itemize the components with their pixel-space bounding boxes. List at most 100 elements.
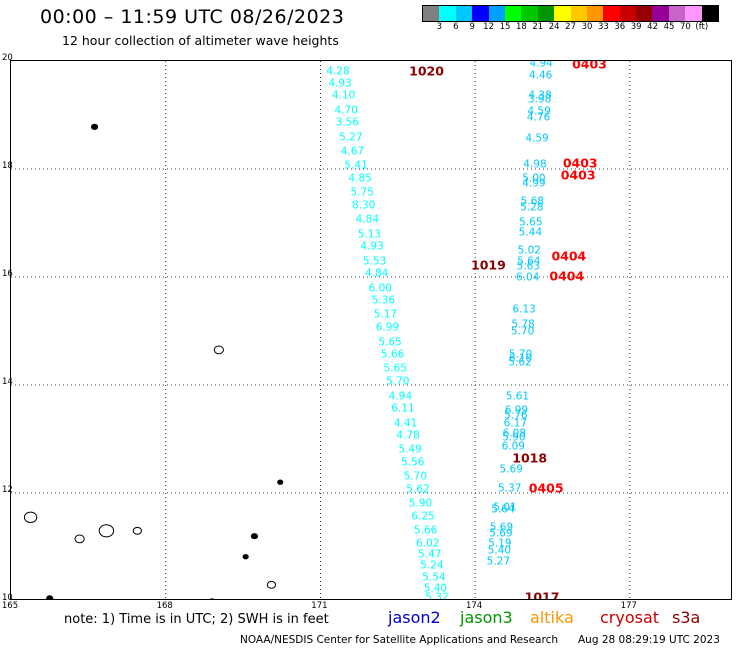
swh-value: 6.10	[508, 352, 533, 365]
swh-value: 5.13	[357, 228, 382, 241]
latitude-label: 10	[2, 593, 13, 603]
swh-value: 5.70	[510, 325, 535, 338]
island-outline	[23, 511, 38, 523]
swh-value: 5.00	[522, 172, 546, 185]
pass-time-label: 0405	[528, 480, 564, 496]
swh-value: 3.98	[527, 93, 552, 106]
colorbar-label: 24	[548, 22, 560, 32]
colorbar-label: 21	[532, 22, 544, 32]
swh-value: 3.56	[335, 116, 359, 129]
swh-value: 4.84	[364, 267, 389, 280]
colorbar-label: 42	[647, 22, 658, 32]
colorbar-label: 12	[483, 22, 494, 32]
swh-value: 5.32	[425, 591, 449, 600]
swh-value: 5.70	[508, 348, 533, 361]
colorbar-swatch	[636, 6, 653, 21]
swh-value: 5.37	[497, 482, 522, 495]
island-outline	[210, 598, 215, 599]
colorbar-swatch	[455, 6, 473, 21]
swh-value: 5.53	[362, 255, 387, 268]
island-outline	[213, 345, 224, 355]
colorbar-label: 36	[614, 22, 626, 32]
colorbar-swatch	[619, 6, 637, 21]
swh-value: 5.75	[350, 186, 374, 199]
swh-value: 5.56	[401, 456, 425, 469]
longitude-label: 174	[466, 601, 483, 611]
latitude-label: 14	[2, 377, 13, 387]
swh-value: 6.00	[368, 282, 392, 295]
swh-value: 5.40	[423, 582, 448, 595]
swh-value: 5.90	[502, 431, 526, 444]
swh-value: 4.78	[396, 429, 420, 442]
swh-value: 5.64	[491, 503, 515, 516]
swh-value: 5.69	[489, 521, 514, 534]
pass-time-label: 1018	[512, 450, 548, 466]
swh-value: 6.08	[502, 427, 527, 440]
latitude-label: 20	[2, 53, 13, 63]
swh-value: 5.78	[511, 318, 535, 331]
colorbar-swatch	[472, 6, 489, 21]
swh-value: 4.94	[529, 60, 553, 70]
swh-value: 5.61	[505, 390, 530, 403]
swh-value: 4.59	[525, 132, 549, 145]
swh-value: 5.65	[519, 216, 543, 229]
swh-value: 6.17	[503, 417, 528, 430]
swh-value: 4.70	[334, 104, 358, 117]
swh-value: 5.66	[380, 348, 405, 361]
colorbar-label: 39	[630, 22, 642, 32]
colorbar-swatch	[537, 6, 555, 21]
footer-credit: NOAA/NESDIS Center for Satellite Applica…	[240, 634, 558, 646]
latitude-label: 12	[2, 485, 13, 495]
colorbar-label: 6	[453, 22, 459, 32]
swh-value: 5.64	[517, 255, 541, 268]
pass-time-label: 1017	[524, 589, 560, 600]
swh-value: 6.13	[512, 303, 536, 316]
colorbar-swatch	[554, 6, 571, 21]
colorbar-swatch	[504, 6, 522, 21]
footer-note: note: 1) Time is in UTC; 2) SWH is in fe…	[64, 612, 329, 627]
legend-jason3: jason3	[460, 608, 513, 627]
colorbar-swatch	[488, 6, 505, 21]
map-panel[interactable]: 4.28 4.93 4.10 4.70 3.56 5.27 4.67 5.41 4.85 5.75…	[10, 60, 732, 600]
colorbar-label: 33	[597, 22, 609, 32]
swh-value: 5.62	[508, 356, 532, 369]
legend-jason2: jason2	[388, 608, 441, 627]
island-outline	[277, 479, 284, 485]
swh-value: 5.49	[398, 443, 422, 456]
pass-time-label: 0404	[549, 268, 585, 284]
swh-value: 6.99	[375, 321, 400, 334]
swh-value: 5.27	[486, 555, 511, 568]
map-subtitle: 12 hour collection of altimeter wave hei…	[62, 33, 339, 48]
colorbar-swatch	[685, 6, 702, 21]
longitude-label: 168	[156, 601, 173, 611]
island-outline	[242, 554, 249, 560]
island-outline	[98, 524, 115, 538]
swh-value: 5.36	[371, 294, 396, 307]
swh-value: 5.54	[422, 571, 446, 584]
island-outline	[266, 580, 277, 589]
swh-value: 5.65	[378, 336, 402, 349]
swh-value: 4.46	[528, 69, 553, 82]
map-graticule	[11, 61, 731, 599]
map-title: 00:00 – 11:59 UTC 08/26/2023	[40, 6, 345, 28]
legend-s3a: s3a	[672, 608, 701, 627]
colorbar-label: 3	[436, 22, 443, 32]
colorbar-swatch	[423, 6, 440, 21]
swh-value: 6.04	[516, 271, 540, 284]
swh-value: 4.38	[528, 89, 552, 102]
swh-value: 6.11	[391, 402, 415, 415]
island-outline	[90, 123, 99, 130]
longitude-label: 171	[311, 601, 328, 611]
colorbar-label: 15	[499, 22, 511, 32]
swh-value: 4.28	[326, 65, 350, 78]
latitude-label: 16	[2, 269, 13, 279]
swh-value: 5.02	[517, 244, 541, 257]
colorbar-label: 30	[581, 22, 593, 32]
swh-value: 5.19	[488, 537, 512, 550]
pass-time-label: 0403	[572, 60, 607, 72]
swh-value: 5.66	[413, 524, 438, 537]
swh-value: 5.27	[339, 131, 363, 144]
swh-value: 4.93	[328, 77, 352, 90]
longitude-label: 177	[620, 601, 637, 611]
swh-value: 4.41	[393, 417, 418, 430]
